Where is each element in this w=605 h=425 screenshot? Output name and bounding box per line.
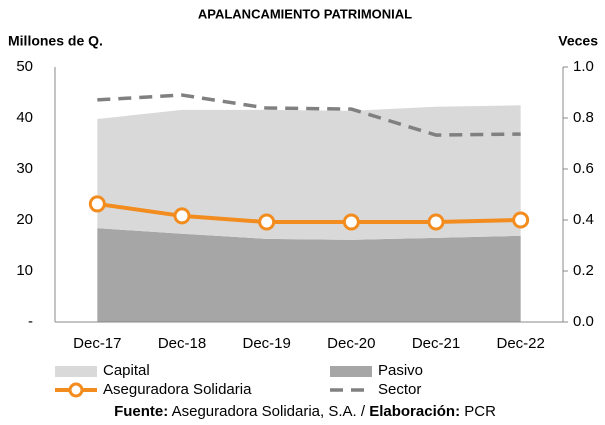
footer-credit-label: Elaboración: — [369, 403, 460, 420]
y2-tick-label: 0.6 — [573, 160, 594, 177]
legend-label: Capital — [103, 362, 150, 379]
legend-label: Aseguradora Solidaria — [103, 381, 252, 398]
marker — [427, 213, 445, 231]
y-tick-label: 30 — [16, 160, 33, 177]
x-tick-label: Dec-22 — [496, 335, 544, 352]
legend-swatch — [55, 366, 97, 377]
footer-source-label: Fuente: — [114, 403, 168, 420]
marker — [173, 207, 191, 225]
legend-label: Sector — [378, 381, 421, 398]
y2-tick-label: 1.0 — [573, 58, 594, 75]
legend-swatch — [330, 366, 372, 377]
y-tick-label: 50 — [16, 58, 33, 75]
y2-axis-label: Veces — [558, 33, 598, 49]
y-tick-label: 40 — [16, 109, 33, 126]
footer: Fuente: Aseguradora Solidaria, S.A. / El… — [114, 403, 496, 420]
line — [97, 201, 521, 225]
y-tick-label: 20 — [16, 211, 33, 228]
legend-label: Pasivo — [378, 362, 423, 379]
marker — [512, 211, 530, 229]
y2-tick-label: 0.8 — [573, 109, 594, 126]
area — [97, 228, 521, 322]
x-tick-label: Dec-18 — [158, 335, 206, 352]
x-tick-label: Dec-19 — [242, 335, 290, 352]
line — [97, 93, 521, 137]
y2-tick-label: 0.2 — [573, 262, 594, 279]
x-tick-label: Dec-21 — [412, 335, 460, 352]
legend-marker — [68, 382, 84, 398]
y-tick-label: 10 — [16, 262, 33, 279]
footer-credit: PCR — [464, 403, 496, 420]
x-tick-label: Dec-17 — [73, 335, 121, 352]
area — [97, 105, 521, 240]
y-tick-label: - — [28, 313, 33, 330]
chart-title: APALANCAMIENTO PATRIMONIAL — [198, 6, 412, 21]
y-axis-label: Millones de Q. — [8, 33, 103, 49]
x-tick-label: Dec-20 — [327, 335, 375, 352]
footer-source: Aseguradora Solidaria, S.A. / — [172, 403, 366, 420]
marker — [342, 213, 360, 231]
y2-tick-label: 0.4 — [573, 211, 594, 228]
y2-tick-label: 0.0 — [573, 313, 594, 330]
marker — [88, 195, 106, 213]
marker — [258, 213, 276, 231]
